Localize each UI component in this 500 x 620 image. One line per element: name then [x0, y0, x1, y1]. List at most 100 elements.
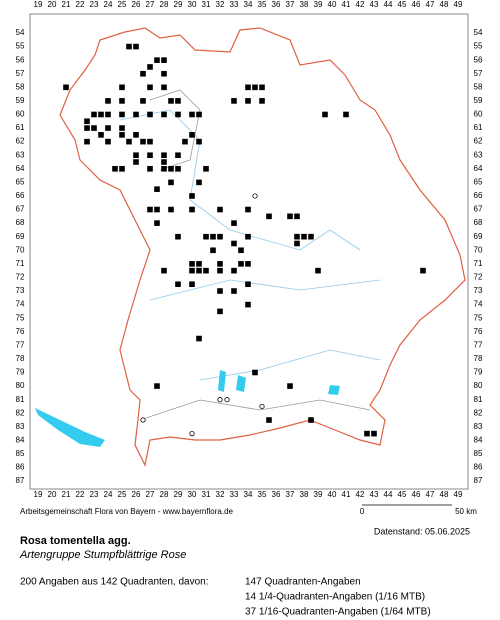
record-square — [245, 261, 251, 267]
record-square — [217, 308, 223, 315]
record-square — [189, 193, 195, 199]
record-circle — [259, 403, 265, 410]
record-square — [161, 111, 167, 118]
column-label: 45 — [398, 490, 407, 499]
column-label: 21 — [62, 0, 71, 9]
row-label: 55 — [16, 42, 25, 51]
row-label: 67 — [16, 205, 25, 214]
row-label: 86 — [16, 463, 25, 472]
record-square — [301, 233, 307, 240]
column-label: 41 — [342, 0, 351, 9]
record-square — [196, 179, 202, 186]
record-square — [140, 138, 146, 145]
column-label: 38 — [300, 490, 309, 499]
row-label: 87 — [474, 476, 483, 485]
record-square — [161, 57, 167, 63]
record-circle — [224, 397, 230, 403]
column-label: 36 — [272, 0, 281, 9]
breakdown: 37 1/16-Quadranten-Angaben (1/64 MTB) — [245, 607, 431, 618]
column-label: 37 — [286, 490, 295, 499]
column-label: 39 — [314, 490, 323, 499]
record-square — [196, 335, 202, 342]
row-label: 63 — [474, 150, 483, 159]
column-label: 43 — [370, 0, 379, 9]
row-label: 74 — [474, 300, 483, 309]
record-square — [119, 111, 125, 118]
row-label: 81 — [16, 395, 25, 404]
record-square — [119, 98, 125, 104]
record-square — [364, 430, 370, 437]
row-label: 62 — [474, 137, 483, 146]
record-square — [168, 206, 174, 213]
column-label: 39 — [314, 0, 323, 9]
row-label: 56 — [474, 55, 483, 64]
record-square — [154, 220, 160, 226]
record-square — [154, 383, 160, 389]
record-square — [175, 111, 181, 118]
record-square — [84, 118, 90, 125]
column-label: 29 — [174, 0, 183, 9]
record-square — [196, 111, 202, 118]
record-square — [266, 213, 272, 220]
record-square — [231, 98, 237, 104]
column-label: 40 — [328, 490, 337, 499]
record-square — [189, 281, 195, 288]
row-label: 54 — [474, 28, 483, 37]
row-label: 58 — [16, 82, 25, 91]
date: Datenstand: 05.06.2025 — [374, 526, 470, 536]
row-label: 67 — [474, 205, 483, 214]
record-square — [294, 213, 300, 220]
record-circle — [140, 417, 146, 423]
record-square — [175, 152, 181, 159]
column-label: 31 — [202, 490, 211, 499]
record-square — [91, 125, 97, 131]
record-square — [126, 138, 132, 145]
record-square — [245, 84, 251, 91]
column-label: 49 — [454, 0, 463, 9]
record-square — [217, 288, 223, 294]
record-square — [133, 43, 139, 50]
column-label: 20 — [48, 0, 57, 9]
row-label: 61 — [16, 123, 25, 132]
row-label: 60 — [16, 110, 25, 119]
record-square — [287, 213, 293, 220]
row-label: 58 — [474, 82, 483, 91]
record-square — [175, 233, 181, 240]
row-label: 80 — [474, 381, 483, 390]
record-square — [161, 159, 167, 165]
row-label: 87 — [16, 476, 25, 485]
column-label: 28 — [160, 490, 169, 499]
summary: 200 Angaben aus 142 Quadranten, davon: — [20, 577, 209, 588]
scale-end: 50 km — [455, 507, 477, 516]
record-square — [266, 417, 272, 423]
column-label: 33 — [230, 490, 239, 499]
record-square — [147, 84, 153, 91]
record-square — [119, 125, 125, 131]
column-label: 32 — [216, 0, 225, 9]
column-label: 19 — [34, 490, 43, 499]
row-label: 71 — [474, 259, 483, 268]
record-square — [245, 281, 251, 288]
record-square — [126, 43, 132, 50]
record-square — [189, 132, 195, 138]
record-square — [189, 261, 195, 267]
record-square — [420, 267, 426, 274]
column-label: 20 — [48, 490, 57, 499]
row-label: 79 — [474, 368, 483, 377]
row-label: 73 — [16, 286, 25, 295]
record-square — [175, 166, 181, 172]
row-label: 83 — [474, 422, 483, 431]
column-label: 24 — [104, 0, 113, 9]
column-label: 49 — [454, 490, 463, 499]
column-label: 22 — [76, 0, 85, 9]
column-label: 23 — [90, 490, 99, 499]
record-square — [196, 138, 202, 145]
record-square — [147, 64, 153, 70]
column-label: 23 — [90, 0, 99, 9]
record-square — [175, 281, 181, 288]
record-square — [98, 132, 104, 138]
row-label: 75 — [16, 313, 25, 322]
state-border — [59, 27, 466, 467]
record-square — [189, 267, 195, 274]
record-square — [231, 267, 237, 274]
